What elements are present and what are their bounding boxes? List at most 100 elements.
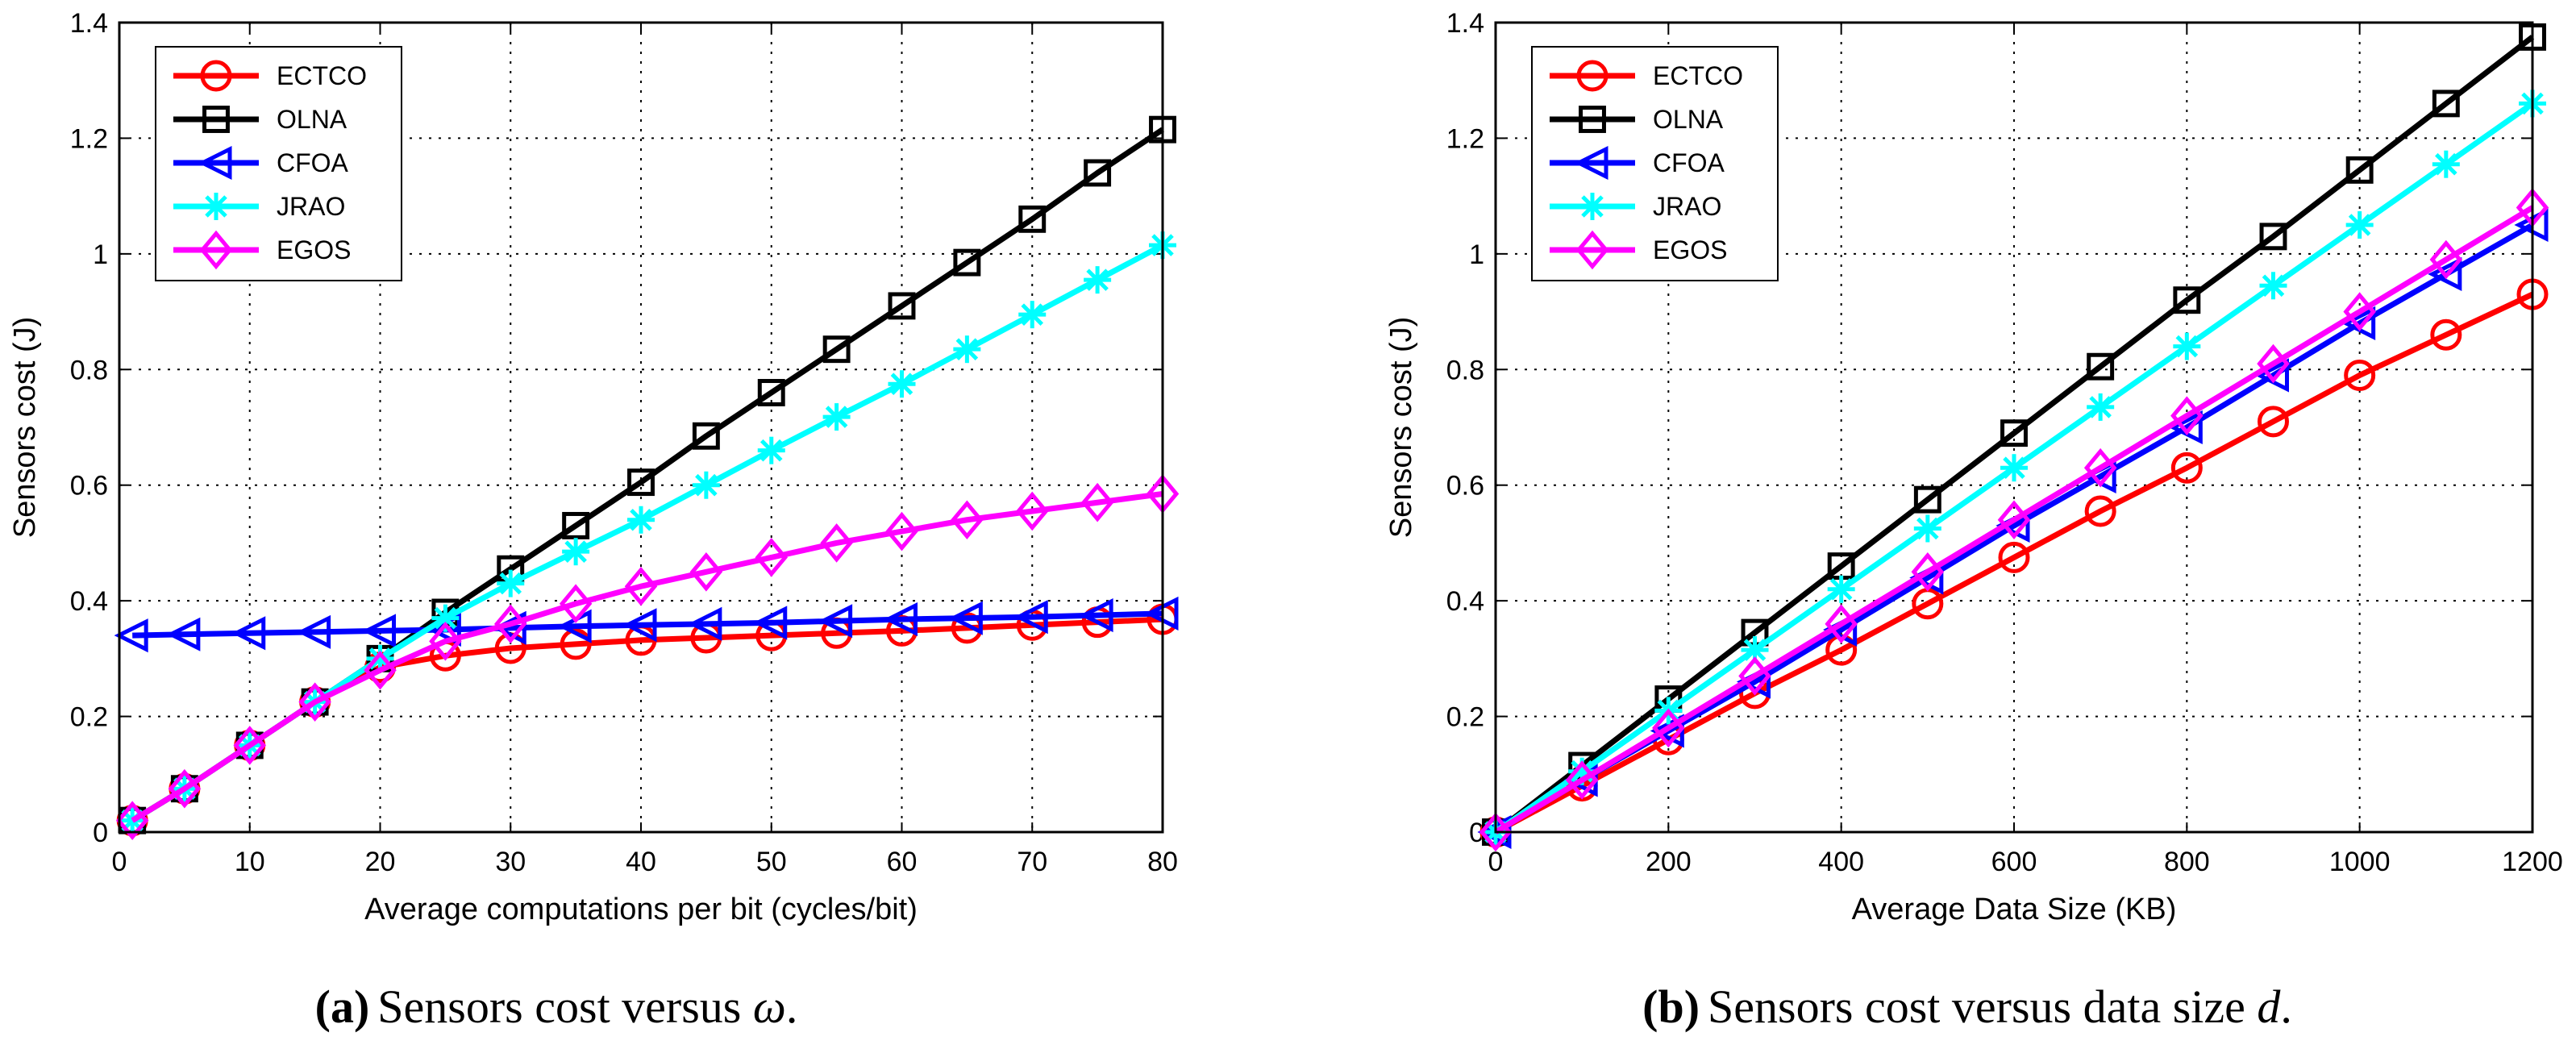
x-tick-label-a: 40 [626,847,656,877]
series-line-egos [131,491,1163,823]
data-point-cfoa [753,606,788,640]
data-point-egos [2083,447,2117,488]
data-point-cfoa [883,602,918,637]
data-point-jrao [1018,301,1047,329]
data-point-olna [1018,205,1047,233]
data-point-olna [2432,89,2460,118]
data-point-jrao [1084,266,1112,294]
legend-marker-jrao [1579,193,1606,220]
data-point-olna [2259,223,2287,251]
data-point-egos [885,511,918,551]
legend-label-jrao: JRAO [277,192,345,221]
data-point-olna [692,422,720,450]
data-point-egos [2257,343,2290,384]
data-point-olna [953,248,981,277]
data-point-jrao [953,335,981,364]
data-point-olna [627,468,655,497]
legend-label-egos: EGOS [1653,235,1727,264]
data-point-cfoa [231,616,266,651]
data-point-egos [1565,760,1599,800]
legend-label-ectco: ECTCO [1653,61,1743,90]
x-tick-label-b: 1200 [2502,847,2563,877]
data-point-egos [2343,292,2376,331]
legend-marker-egos [1575,230,1609,270]
legend-marker-egos [199,230,233,270]
series-line-cfoa [132,610,1163,639]
data-point-egos [1479,812,1513,852]
legend-a: ECTCO OLNA CFOA JRAO EGOS [155,46,402,281]
data-point-ectco [2430,318,2462,351]
caption-a-end: . [786,980,798,1033]
caption-b: (b) Sensors cost versus data size d. [1642,980,2292,1033]
data-point-egos [429,622,462,661]
data-point-cfoa [622,608,657,643]
y-axis-label-b: Sensors cost (J) [1384,317,1418,539]
y-tick-label-a: 0.4 [70,586,108,617]
x-tick-label-a: 80 [1147,847,1178,877]
data-point-olna [1913,485,1941,514]
data-point-cfoa [1013,600,1048,635]
y-tick-label-b: 1.4 [1446,8,1484,39]
x-tick-label-a: 50 [756,847,787,877]
legend-marker-cfoa [198,145,232,181]
series-cfoa-a [114,596,1179,653]
plot-frame-a [118,21,1164,834]
data-point-jrao [888,370,916,398]
y-tick-label-a: 0.6 [70,471,108,502]
data-point-olna [1084,159,1112,187]
data-point-jrao [431,604,460,632]
data-point-egos [1825,604,1858,644]
x-tick-label-b: 200 [1646,847,1692,877]
legend-label-cfoa: CFOA [277,148,349,177]
x-tick-label-a: 10 [235,847,265,877]
x-tick-label-a: 60 [887,847,918,877]
x-axis-label-b: Average Data Size (KB) [1852,893,2177,926]
data-point-egos [364,650,397,690]
data-point-ectco [1998,541,2030,573]
y-tick-label-a: 1.4 [70,8,108,39]
data-point-egos [298,682,331,722]
data-point-cfoa [297,614,331,649]
data-point-egos [755,538,789,577]
data-point-egos [493,604,527,644]
data-point-jrao [2000,454,2028,482]
data-point-olna [562,511,590,539]
data-point-egos [1738,656,1771,696]
x-tick-label-a: 0 [112,847,127,877]
data-point-ectco [2170,452,2203,484]
data-point-egos [820,523,853,563]
series-egos-b [1479,188,2549,852]
x-tick-label-a: 20 [365,847,396,877]
caption-b-end: . [2280,980,2292,1033]
series-egos-a [115,474,1180,840]
data-point-jrao [2087,393,2115,421]
data-point-jrao [692,471,720,499]
caption-a-label: (a) [315,980,370,1033]
data-point-olna [888,292,916,320]
legend-marker-ectco [200,60,232,92]
y-tick-label-b: 0.8 [1446,355,1484,385]
data-point-jrao [2173,332,2201,360]
legend-label-cfoa: CFOA [1653,148,1725,177]
y-axis-label-a: Sensors cost (J) [8,317,42,539]
plot-frame-b [1494,21,2534,834]
data-point-egos [115,801,149,840]
data-point-egos [624,566,658,606]
chart-a: 0 10 20 30 40 50 60 70 80 0 0.2 0.4 0.6 0.8 1 1.2 1.4 Ave… [8,8,1180,926]
data-point-egos [559,584,593,624]
caption-a-text: Sensors cost versus [377,980,753,1033]
data-point-ectco [2344,359,2376,391]
y-tick-label-b: 0.4 [1446,586,1484,617]
legend-label-olna: OLNA [277,105,347,134]
legend-marker-olna [1579,106,1606,133]
x-tick-label-b: 800 [2164,847,2210,877]
caption-b-symbol: d [2257,980,2281,1033]
y-tick-label-a: 0.8 [70,355,108,385]
caption-a-symbol: ω [753,980,786,1033]
x-tick-label-a: 30 [495,847,526,877]
legend-marker-cfoa [1574,145,1608,181]
data-point-cfoa [2428,256,2462,292]
x-axis-label-a: Average computations per bit (cycles/bit… [364,893,918,926]
data-point-egos [689,551,723,592]
data-point-jrao [1827,575,1855,603]
